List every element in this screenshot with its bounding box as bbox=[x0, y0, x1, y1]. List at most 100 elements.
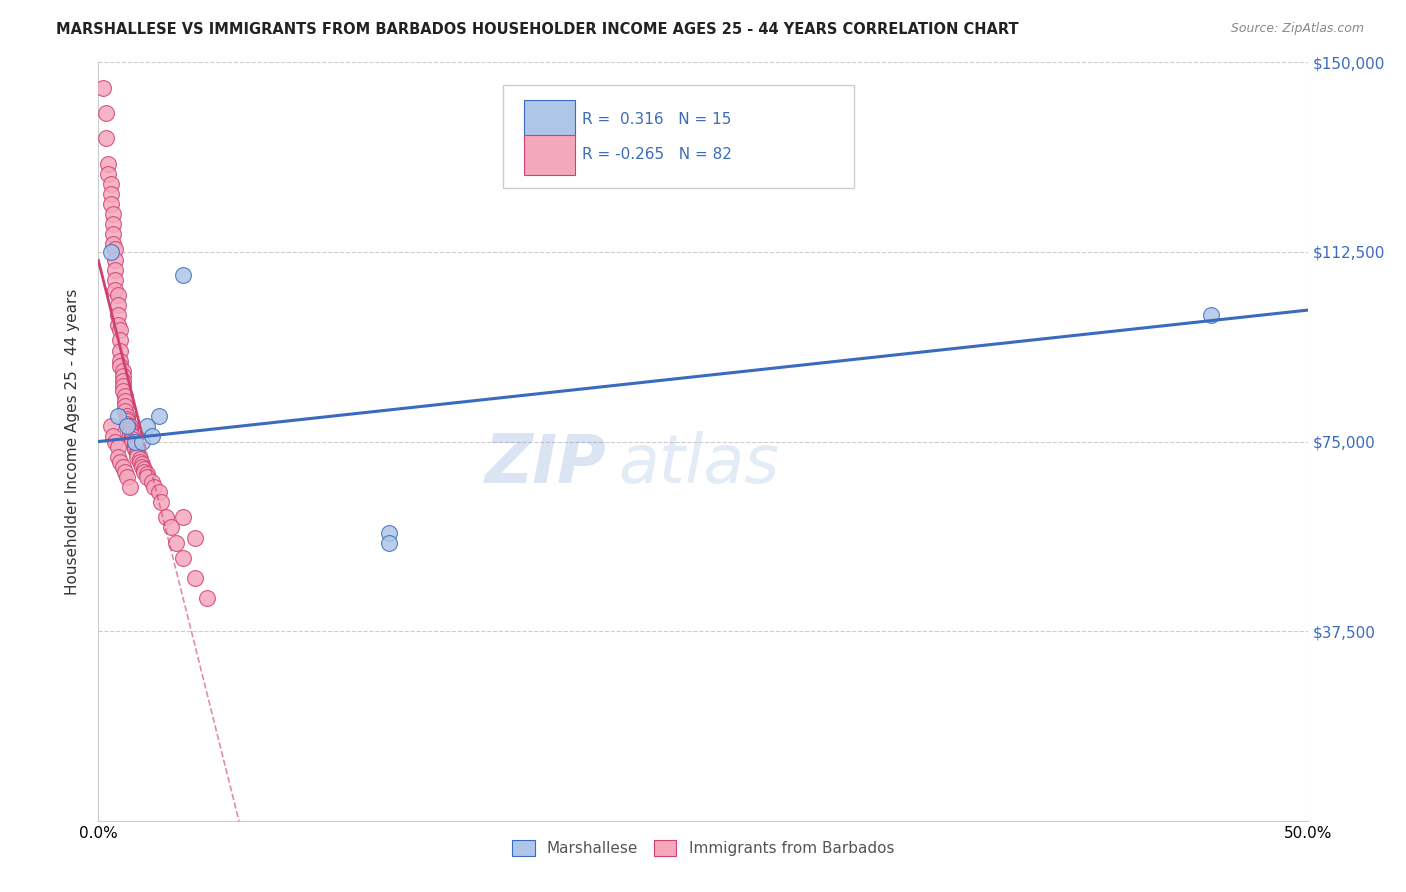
Point bbox=[94, 106, 117, 120]
Point bbox=[131, 457, 153, 471]
Point bbox=[148, 485, 170, 500]
Point bbox=[135, 470, 157, 484]
Text: ZIP: ZIP bbox=[485, 432, 606, 497]
Point bbox=[135, 419, 157, 434]
Point bbox=[150, 495, 173, 509]
Text: R = -0.265   N = 82: R = -0.265 N = 82 bbox=[582, 147, 733, 162]
Point bbox=[108, 334, 131, 348]
Point bbox=[184, 571, 207, 585]
Point bbox=[121, 434, 143, 449]
FancyBboxPatch shape bbox=[524, 136, 575, 175]
Point bbox=[114, 399, 136, 413]
Point bbox=[91, 80, 114, 95]
Point bbox=[131, 459, 153, 474]
Point bbox=[124, 440, 146, 454]
Point bbox=[111, 459, 134, 474]
Point bbox=[111, 364, 134, 378]
Point bbox=[143, 480, 166, 494]
Point bbox=[118, 425, 141, 439]
Point bbox=[104, 273, 127, 287]
Point bbox=[121, 429, 143, 443]
Point bbox=[97, 156, 120, 170]
Point bbox=[118, 480, 141, 494]
Point bbox=[141, 429, 163, 443]
Point bbox=[114, 389, 136, 403]
Point bbox=[107, 450, 129, 464]
Point bbox=[121, 432, 143, 446]
Y-axis label: Householder Income Ages 25 - 44 years: Householder Income Ages 25 - 44 years bbox=[65, 288, 80, 595]
Point bbox=[111, 368, 134, 383]
Point bbox=[184, 531, 207, 545]
Point bbox=[165, 535, 187, 549]
Point bbox=[107, 318, 129, 333]
Point bbox=[134, 462, 156, 476]
Text: MARSHALLESE VS IMMIGRANTS FROM BARBADOS HOUSEHOLDER INCOME AGES 25 - 44 YEARS CO: MARSHALLESE VS IMMIGRANTS FROM BARBADOS … bbox=[56, 22, 1019, 37]
Point bbox=[172, 268, 194, 282]
Point bbox=[141, 475, 163, 489]
Point bbox=[107, 409, 129, 424]
Point bbox=[101, 207, 124, 221]
Point bbox=[118, 422, 141, 436]
Point bbox=[172, 510, 194, 524]
Point bbox=[117, 419, 139, 434]
Text: R =  0.316   N = 15: R = 0.316 N = 15 bbox=[582, 112, 731, 127]
Point bbox=[100, 419, 122, 434]
Point bbox=[107, 440, 129, 454]
Point bbox=[118, 426, 141, 441]
Point bbox=[100, 244, 122, 259]
Point bbox=[111, 384, 134, 398]
Point bbox=[128, 455, 150, 469]
Point bbox=[114, 465, 136, 479]
Point bbox=[104, 434, 127, 449]
Point bbox=[148, 409, 170, 424]
Point bbox=[101, 429, 124, 443]
Point bbox=[377, 525, 399, 540]
Point bbox=[135, 467, 157, 482]
Point bbox=[114, 394, 136, 409]
Point bbox=[127, 447, 149, 461]
Point bbox=[172, 550, 194, 565]
Point bbox=[117, 470, 139, 484]
Point bbox=[1199, 308, 1222, 322]
Point bbox=[114, 404, 136, 418]
Point bbox=[160, 520, 183, 534]
Point bbox=[101, 237, 124, 252]
Point bbox=[195, 591, 218, 606]
Point bbox=[94, 131, 117, 145]
FancyBboxPatch shape bbox=[503, 85, 855, 187]
Point bbox=[107, 288, 129, 302]
Point bbox=[108, 455, 131, 469]
Point bbox=[104, 262, 127, 277]
Point bbox=[108, 359, 131, 373]
Point bbox=[127, 450, 149, 464]
Point bbox=[377, 535, 399, 549]
Point bbox=[100, 197, 122, 211]
Text: Source: ZipAtlas.com: Source: ZipAtlas.com bbox=[1230, 22, 1364, 36]
Point bbox=[108, 343, 131, 358]
Point bbox=[117, 409, 139, 424]
Point bbox=[107, 298, 129, 312]
Point bbox=[107, 308, 129, 322]
Point bbox=[101, 217, 124, 231]
Point bbox=[117, 414, 139, 428]
Point bbox=[127, 444, 149, 458]
Point bbox=[124, 434, 146, 449]
Point bbox=[117, 412, 139, 426]
Point bbox=[111, 374, 134, 388]
FancyBboxPatch shape bbox=[524, 100, 575, 139]
Point bbox=[118, 419, 141, 434]
Point bbox=[100, 186, 122, 201]
Point bbox=[134, 465, 156, 479]
Point bbox=[108, 353, 131, 368]
Point bbox=[128, 452, 150, 467]
Point bbox=[101, 227, 124, 242]
Text: atlas: atlas bbox=[619, 432, 779, 497]
Point bbox=[131, 434, 153, 449]
Point bbox=[104, 243, 127, 257]
Point bbox=[111, 379, 134, 393]
Point bbox=[104, 283, 127, 297]
Point bbox=[104, 252, 127, 267]
Point bbox=[124, 437, 146, 451]
Point bbox=[108, 323, 131, 337]
Point bbox=[124, 442, 146, 457]
